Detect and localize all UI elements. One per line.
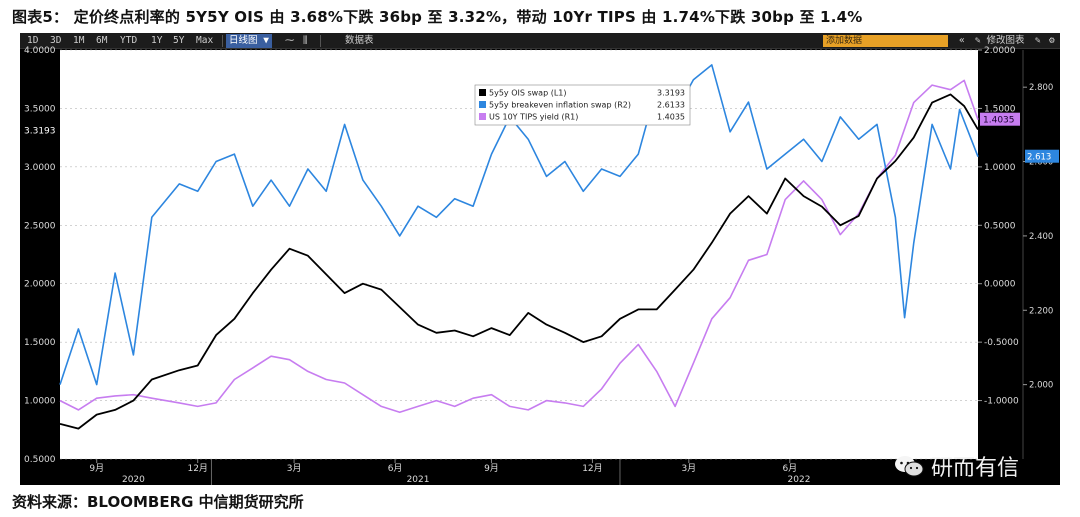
left-axis-tick-label: 0.5000 bbox=[24, 455, 56, 465]
right2-last-value-tag: 2.613 bbox=[1027, 153, 1051, 163]
legend-value: 3.3193 bbox=[657, 89, 685, 98]
collapse-icon[interactable]: « bbox=[959, 35, 965, 46]
x-axis-month-label: 6月 bbox=[388, 463, 403, 474]
x-axis-month-label: 6月 bbox=[782, 463, 797, 474]
x-axis-month-label: 3月 bbox=[287, 463, 302, 474]
right1-axis-tick-label: -0.5000 bbox=[984, 338, 1019, 348]
period-ytd-button[interactable]: YTD bbox=[120, 35, 138, 46]
wechat-logo-icon bbox=[895, 456, 924, 477]
legend-value: 1.4035 bbox=[657, 113, 685, 122]
x-axis-year-label: 2022 bbox=[788, 475, 811, 485]
x-axis-month-label: 3月 bbox=[681, 463, 696, 474]
source-note: 资料来源：BLOOMBERG 中信期货研究所 bbox=[12, 493, 304, 511]
right2-axis-tick-label: 2.200 bbox=[1029, 306, 1053, 316]
left-axis-tick-label: 1.5000 bbox=[24, 338, 56, 348]
right1-axis-tick-label: 0.5000 bbox=[984, 221, 1016, 231]
series-line-2 bbox=[59, 79, 979, 414]
pen-icon[interactable]: ✎ bbox=[1035, 35, 1041, 46]
legend-label: 5y5y OIS swap (L1) bbox=[489, 89, 567, 98]
chart-type-dropdown[interactable]: 日线图 ▼ bbox=[226, 34, 272, 48]
x-axis-month-label: 9月 bbox=[484, 463, 499, 474]
right2-axis-tick-label: 2.800 bbox=[1029, 83, 1053, 93]
watermark: 研而有信 bbox=[893, 451, 1019, 481]
left-last-value-tag: 3.3193 bbox=[24, 126, 56, 136]
legend-swatch bbox=[479, 89, 486, 96]
period-1y-button[interactable]: 1Y bbox=[151, 35, 163, 46]
legend-swatch bbox=[479, 101, 486, 108]
right1-axis-tick-label: 0.0000 bbox=[984, 280, 1016, 290]
x-axis-month-label: 12月 bbox=[187, 463, 207, 474]
period-1m-button[interactable]: 1M bbox=[73, 35, 85, 46]
series-line-1 bbox=[59, 64, 979, 386]
right1-axis-tick-label: 2.0000 bbox=[984, 46, 1016, 56]
left-axis-tick-label: 2.0000 bbox=[24, 280, 56, 290]
left-axis-tick-label: 3.0000 bbox=[24, 163, 56, 173]
period-1d-button[interactable]: 1D bbox=[27, 35, 39, 46]
chart-legend: 5y5y OIS swap (L1) 3.3193 5y5y breakeven i… bbox=[474, 84, 691, 126]
chart-series-group bbox=[59, 64, 979, 430]
chart-canvas: 0.5000 1.0000 1.5000 2.0000 2.5000 3.0000 3.50… bbox=[24, 46, 1059, 485]
chart-axes: 0.5000 1.0000 1.5000 2.0000 2.5000 3.0000 3.50… bbox=[24, 46, 1059, 485]
x-axis-month-label: 12月 bbox=[582, 463, 602, 474]
figure-title: 图表5： 定价终点利率的 5Y5Y OIS 由 3.68%下跌 36bp 至 3… bbox=[12, 8, 863, 26]
right1-axis-tick-label: -1.0000 bbox=[984, 397, 1019, 407]
series-line-0 bbox=[59, 93, 979, 430]
chart-gridlines bbox=[60, 49, 978, 460]
legend-box bbox=[474, 84, 691, 126]
right2-axis-tick-label: 2.000 bbox=[1029, 381, 1053, 391]
right2-axis-tick-label: 2.400 bbox=[1029, 232, 1053, 242]
edit-chart-button[interactable]: ✎ 修改图表 bbox=[975, 35, 1025, 46]
legend-label: US 10Y TIPS yield (R1) bbox=[489, 113, 578, 122]
settings-icon[interactable]: ⚙ bbox=[1049, 35, 1055, 46]
x-axis-year-label: 2020 bbox=[122, 475, 145, 485]
left-axis-tick-label: 2.5000 bbox=[24, 221, 56, 231]
period-5y-button[interactable]: 5Y bbox=[173, 35, 185, 46]
legend-swatch bbox=[479, 113, 486, 120]
watermark-text: 研而有信 bbox=[931, 456, 1020, 481]
left-axis-tick-label: 1.0000 bbox=[24, 397, 56, 407]
period-max-button[interactable]: Max bbox=[196, 35, 214, 46]
right2-last-value-box bbox=[1025, 149, 1059, 163]
legend-value: 2.6133 bbox=[657, 101, 685, 110]
right1-axis-tick-label: 1.5000 bbox=[984, 104, 1016, 114]
right1-last-value-tag: 1.4035 bbox=[983, 116, 1015, 126]
toolbar-divider bbox=[320, 35, 321, 47]
line-tool-icon[interactable]: ⁓ bbox=[285, 35, 295, 46]
left-axis-tick-label: 4.0000 bbox=[24, 46, 56, 56]
period-6m-button[interactable]: 6M bbox=[96, 35, 108, 46]
period-3d-button[interactable]: 3D bbox=[50, 35, 62, 46]
bar-tool-icon[interactable]: ⫼ bbox=[303, 35, 308, 46]
toolbar-divider bbox=[222, 35, 223, 47]
chart-terminal: 1D 3D 1M 6M YTD 1Y 5Y Max 日线图 ▼ ⁓ ⫼ 数据表 … bbox=[20, 33, 1060, 485]
right1-axis-tick-label: 1.0000 bbox=[984, 163, 1016, 173]
x-axis-year-label: 2021 bbox=[407, 475, 430, 485]
legend-label: 5y5y breakeven inflation swap (R2) bbox=[489, 101, 631, 110]
right1-last-value-box bbox=[980, 112, 1020, 126]
x-axis-month-label: 9月 bbox=[89, 463, 104, 474]
table-tab[interactable]: 数据表 bbox=[345, 35, 374, 46]
left-axis-tick-label: 3.5000 bbox=[24, 104, 56, 114]
add-indicator-input[interactable]: 添加数据 bbox=[823, 35, 948, 47]
chart-toolbar: 1D 3D 1M 6M YTD 1Y 5Y Max 日线图 ▼ ⁓ ⫼ 数据表 … bbox=[20, 33, 1060, 49]
edit-chart-label: 修改图表 bbox=[986, 35, 1025, 46]
